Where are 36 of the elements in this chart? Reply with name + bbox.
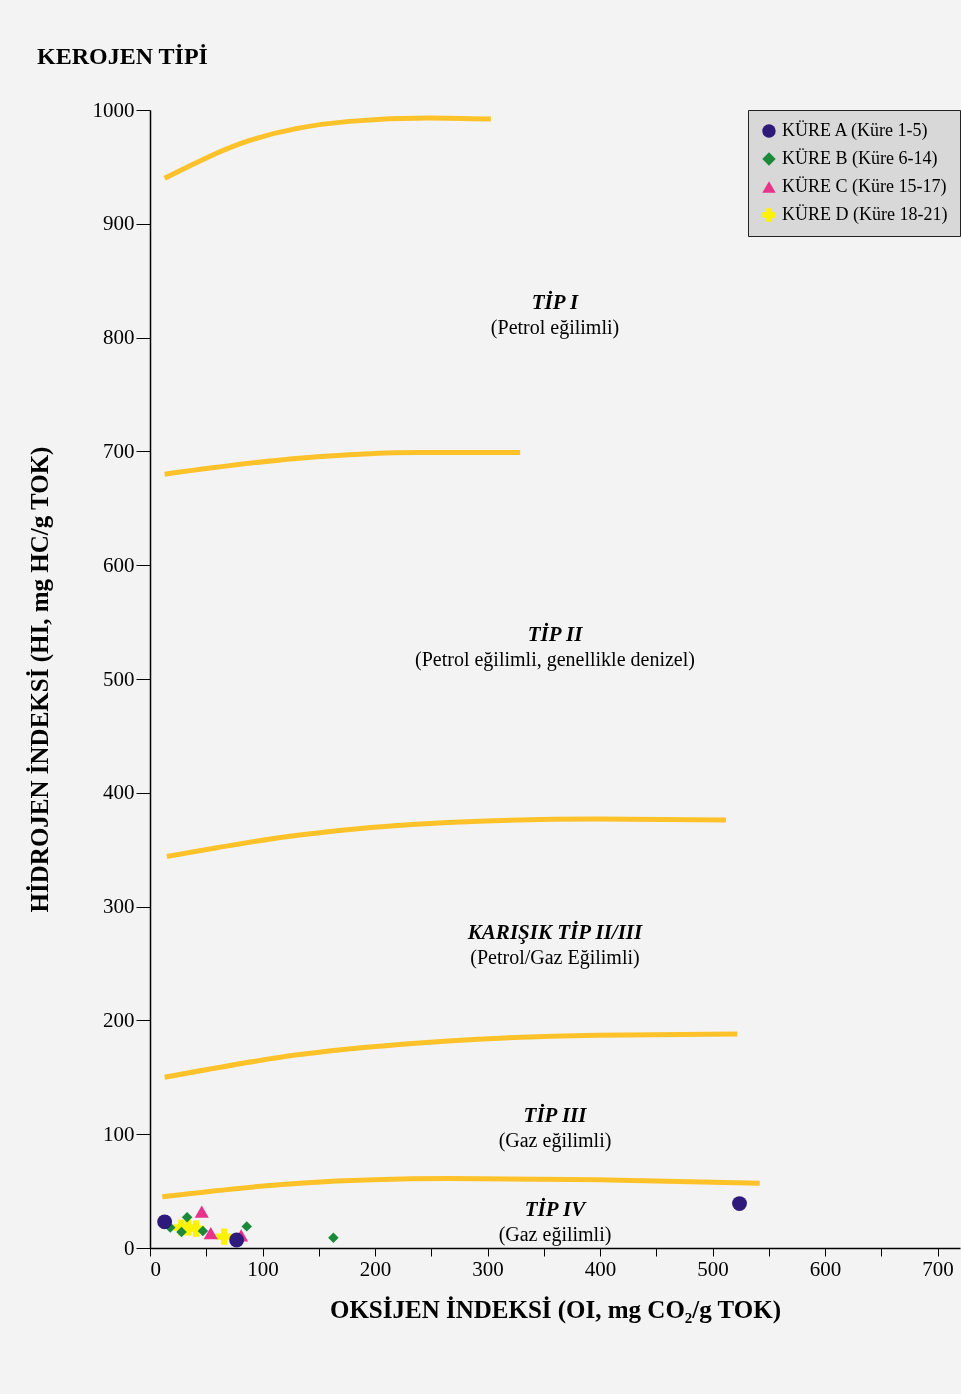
annotation: TİP II (527, 621, 584, 646)
y-tick-label: 900 (103, 211, 135, 236)
legend-label: KÜRE D (Küre 18-21) (782, 204, 948, 225)
y-tick-label: 500 (103, 666, 135, 691)
annotation: (Gaz eğilimli) (498, 1128, 612, 1152)
y-tick-label: 200 (103, 1007, 135, 1032)
annotation: TİP IV (524, 1197, 588, 1222)
annotation: TİP III (523, 1102, 588, 1127)
y-tick-label: 0 (124, 1235, 135, 1260)
annotation: KARIŞIK TİP II/III (466, 920, 643, 945)
annotation: (Petrol eğilimli, genellikle denizel) (415, 647, 695, 671)
x-tick-label: 500 (697, 1256, 729, 1281)
x-tick-label: 300 (472, 1256, 504, 1281)
y-axis-title: HİDROJEN İNDEKSİ (HI, mg HC/g TOK) (25, 446, 54, 913)
x-tick-label: 200 (359, 1256, 392, 1281)
x-tick-label: 700 (922, 1256, 954, 1281)
legend-label: KÜRE A (Küre 1-5) (782, 120, 928, 141)
y-tick-label: 600 (103, 552, 135, 577)
x-tick-label: 600 (809, 1256, 842, 1281)
legend-label: KÜRE C (Küre 15-17) (782, 176, 947, 197)
annotation: TİP I (531, 290, 580, 315)
y-tick-label: 400 (103, 780, 135, 805)
x-axis-title: OKSİJEN İNDEKSİ (OI, mg CO₂/g TOK) (329, 1295, 782, 1324)
x-tick-label: 100 (247, 1256, 279, 1281)
y-tick-label: 1000 (92, 97, 135, 122)
annotation: (Petrol eğilimli) (490, 316, 620, 340)
annotation: (Petrol/Gaz Eğilimli) (470, 946, 640, 970)
y-tick-label: 100 (103, 1121, 135, 1146)
y-tick-label: 800 (103, 325, 135, 350)
x-tick-label: 0 (150, 1256, 161, 1281)
y-tick-label: 300 (103, 894, 135, 919)
annotation: (Gaz eğilimli) (498, 1223, 612, 1247)
y-tick-label: 700 (103, 438, 135, 463)
legend-label: KÜRE B (Küre 6-14) (782, 148, 938, 169)
x-tick-label: 400 (584, 1256, 617, 1281)
chart-title: KEROJEN TİPİ (37, 43, 208, 69)
